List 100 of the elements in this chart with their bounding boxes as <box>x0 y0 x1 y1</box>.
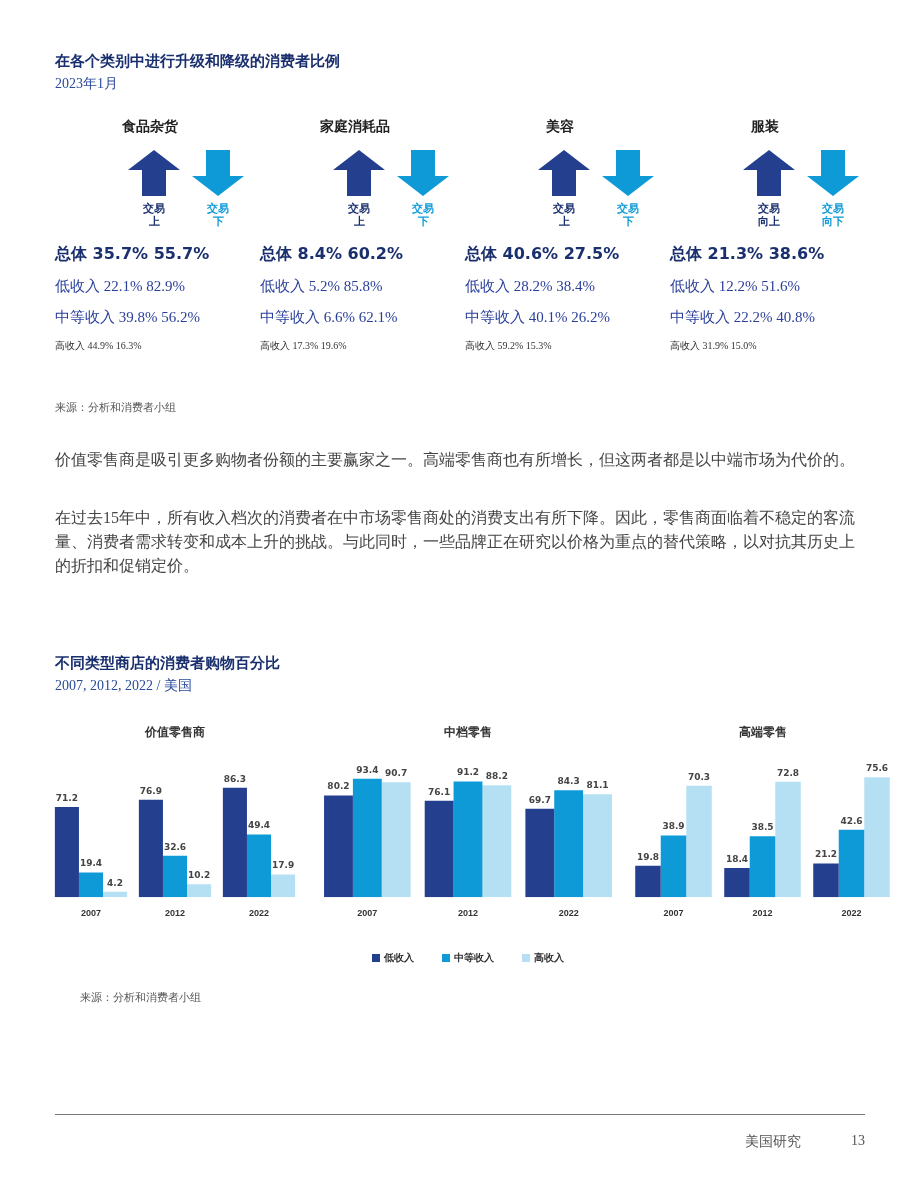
text: 在各个类别中进行升级和降级的消费者比例 <box>55 52 340 71</box>
data-label: 38.9 <box>662 821 685 832</box>
bar <box>554 790 584 898</box>
text: 交易上 <box>552 202 576 228</box>
text: 总体 40.6% 27.5% <box>465 244 621 265</box>
bar <box>482 785 512 898</box>
text: 交易下 <box>411 202 435 228</box>
text: 高收入 59.2% 15.3% <box>465 339 553 353</box>
x-tick-label: 2012 <box>457 908 479 919</box>
text: 总体 21.3% 38.6% <box>670 244 826 265</box>
bar <box>103 891 128 898</box>
bar <box>453 781 483 898</box>
text: 高收入 31.9% 15.0% <box>670 339 758 353</box>
x-tick-label: 2012 <box>164 908 186 919</box>
bar <box>78 872 104 898</box>
text: 13 <box>851 1133 865 1150</box>
data-label: 19.8 <box>636 851 660 862</box>
bar <box>54 806 79 898</box>
text: 交易向上 <box>757 202 781 228</box>
bar <box>352 778 382 898</box>
text: 总体 8.4% 60.2% <box>260 244 405 265</box>
data-label: 84.3 <box>557 776 580 787</box>
bar <box>749 836 776 898</box>
bar <box>525 808 555 898</box>
data-label: 10.2 <box>187 870 211 881</box>
bar <box>724 868 750 898</box>
bar <box>162 855 188 898</box>
bar <box>424 800 454 898</box>
bar <box>187 884 212 898</box>
data-label: 86.3 <box>223 773 247 784</box>
text: 高收入 17.3% 19.6% <box>260 339 348 353</box>
bar <box>775 781 801 898</box>
text: 在过去15年中，所有收入档次的消费者在中市场零售商处的消费支出有所下降。因此，零售商面临着不稳定的客流量、消费者需求转变和成本上升的挑战。与此同时，一些品牌正在研究以价格为重点的替代策略，以对抗其历史上的折扣和促销定价。 <box>55 508 856 576</box>
text: 交易下 <box>206 202 230 228</box>
data-label: 42.6 <box>840 815 863 826</box>
text: 2007, 2012, 2022 / 美国 <box>55 677 193 695</box>
bar <box>222 787 247 898</box>
x-tick-label: 2007 <box>80 908 102 919</box>
text: 总体 35.7% 55.7% <box>55 244 211 265</box>
source-note: 来源：分析和消费者小组 <box>80 990 201 1005</box>
x-tick-label: 2022 <box>558 908 579 919</box>
text: 低收入 22.1% 82.9% <box>55 277 186 296</box>
text: 交易向下 <box>821 202 845 228</box>
text: 中等收入 6.6% 62.1% <box>260 308 399 327</box>
data-label: 49.4 <box>247 820 271 831</box>
bar <box>686 785 712 898</box>
text: 交易上 <box>347 202 371 228</box>
text: 美国研究 <box>745 1133 801 1151</box>
data-label: 69.7 <box>528 794 551 805</box>
text: 低收入 28.2% 38.4% <box>465 277 596 296</box>
data-label: 76.9 <box>139 785 163 796</box>
text: 美容 <box>545 118 575 136</box>
x-tick-label: 2007 <box>357 908 378 919</box>
legend-label: 中等收入 <box>454 951 494 965</box>
x-tick-label: 2022 <box>841 908 862 919</box>
data-label: 75.6 <box>865 763 889 774</box>
text: 中等收入 39.8% 56.2% <box>55 308 201 327</box>
text: 中等收入 22.2% 40.8% <box>670 308 816 327</box>
bar <box>324 795 353 898</box>
text: 高收入 44.9% 16.3% <box>55 339 143 353</box>
text: 中等收入 40.1% 26.2% <box>465 308 611 327</box>
data-label: 91.2 <box>456 767 480 778</box>
data-label: 90.7 <box>385 768 408 779</box>
text: 低收入 12.2% 51.6% <box>670 277 801 296</box>
text: 低收入 5.2% 85.8% <box>260 277 384 296</box>
chart-title: 高端零售 <box>738 725 787 740</box>
data-label: 72.8 <box>776 767 800 778</box>
data-label: 76.1 <box>428 786 451 797</box>
text: 家庭消耗品 <box>319 118 391 136</box>
bar <box>635 865 661 898</box>
chart-title: 价值零售商 <box>144 725 205 740</box>
bar <box>864 777 890 898</box>
data-label: 80.2 <box>327 781 350 792</box>
data-label: 70.3 <box>687 771 711 782</box>
data-label: 38.5 <box>751 822 774 833</box>
text: 不同类型商店的消费者购物百分比 <box>55 654 280 673</box>
bar <box>813 863 839 898</box>
bar <box>381 782 411 898</box>
data-label: 18.4 <box>725 853 749 864</box>
text: 交易上 <box>142 202 166 228</box>
legend-label: 低收入 <box>384 951 414 965</box>
bar <box>246 834 272 898</box>
text: 交易下 <box>616 202 640 228</box>
data-label: 32.6 <box>163 841 187 852</box>
data-label: 88.2 <box>485 771 508 782</box>
data-label: 17.9 <box>271 860 295 871</box>
chart-title: 中档零售 <box>444 725 492 740</box>
x-tick-label: 2007 <box>663 908 684 919</box>
data-label: 19.4 <box>79 858 103 869</box>
text: 服装 <box>750 118 780 136</box>
data-label: 4.2 <box>107 877 124 888</box>
data-label: 71.2 <box>55 792 79 803</box>
text: 价值零售商是吸引更多购物者份额的主要赢家之一。高端零售商也有所增长，但这两者都是以中端市场为代价的。 <box>55 450 856 470</box>
bar <box>271 874 296 898</box>
bar <box>583 794 612 898</box>
data-label: 21.2 <box>814 849 838 860</box>
bar <box>138 799 163 898</box>
text: 2023年1月 <box>55 75 119 93</box>
legend-label: 高收入 <box>534 951 564 965</box>
x-tick-label: 2012 <box>752 908 773 919</box>
